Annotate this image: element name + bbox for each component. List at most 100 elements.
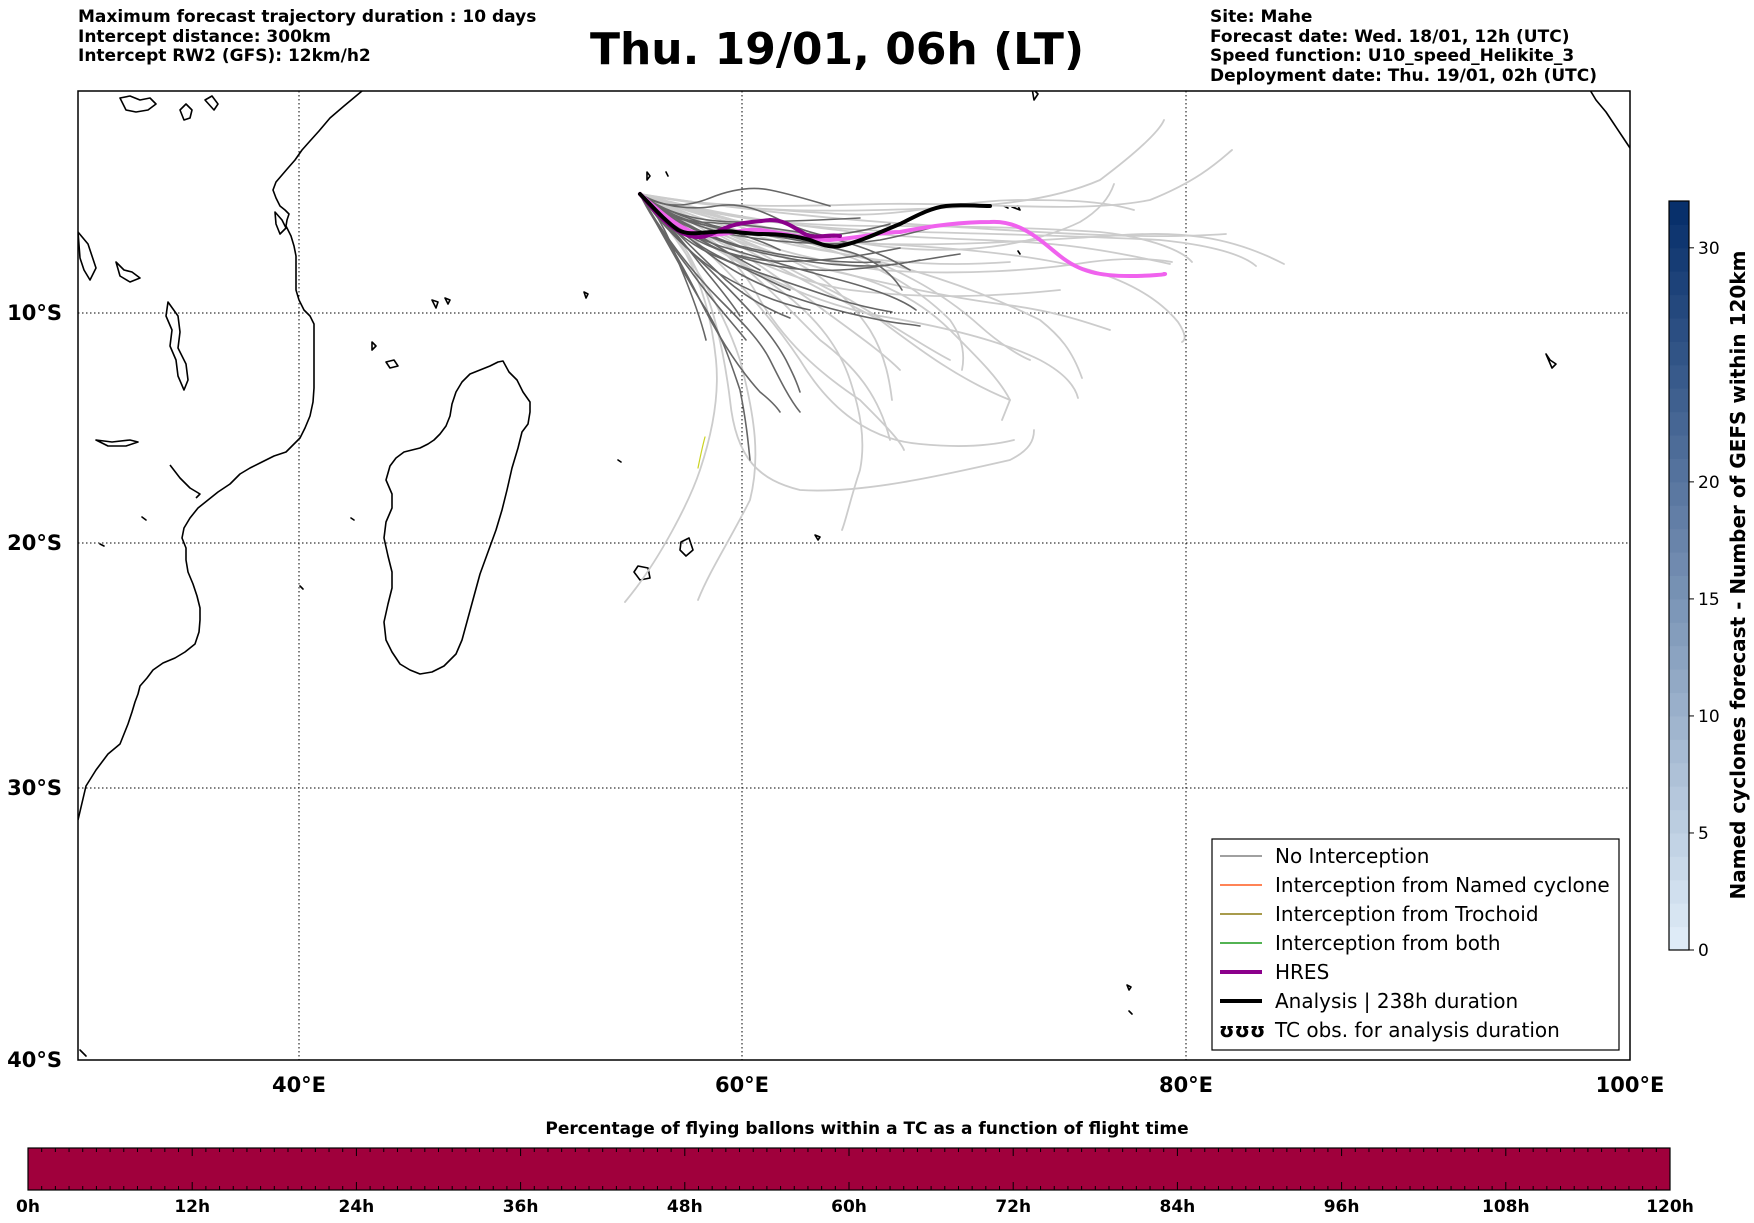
flight-time-tick-label: 12h <box>174 1197 210 1217</box>
cyclone-colorbar-step <box>1669 481 1689 506</box>
cyclone-colorbar-steps <box>1669 201 1689 951</box>
cyclone-colorbar-step <box>1669 856 1689 881</box>
africa-coastline <box>78 91 363 821</box>
ensemble-late-trajectories <box>624 119 1285 603</box>
intercept-rw2-text: Intercept RW2 (GFS): 12km/h2 <box>78 46 371 66</box>
cyclone-colorbar-step <box>1669 458 1689 483</box>
lon-label-80e: 80°E <box>1159 1073 1213 1097</box>
legend: No Interception Interception from Named … <box>1211 838 1620 1051</box>
cyclone-colorbar-step <box>1669 388 1689 413</box>
cyclone-colorbar-label: Named cyclones forecast - Number of GEFS… <box>1726 251 1750 900</box>
cyclone-colorbar-step <box>1669 598 1689 623</box>
cyclone-colorbar-tick-label: 15 <box>1698 590 1720 610</box>
cyclone-colorbar-step <box>1669 575 1689 600</box>
cyclone-colorbar-step <box>1669 739 1689 764</box>
cyclone-colorbar: 0 5 10 15 20 30 Named cyclones forecast - Num… <box>1668 200 1750 961</box>
cyclone-colorbar-ticks: 0 5 10 15 20 30 <box>1689 239 1720 961</box>
flight-time-tick-label: 0h <box>16 1197 40 1217</box>
flight-time-tick-label: 48h <box>667 1197 703 1217</box>
flight-time-tick-label: 108h <box>1482 1197 1530 1217</box>
lat-label-40s: 40°S <box>7 1048 62 1072</box>
interception-trochoid-trajectory <box>697 436 706 469</box>
flight-time-tick-label: 24h <box>339 1197 375 1217</box>
cyclone-colorbar-step <box>1669 552 1689 576</box>
cyclone-colorbar-step <box>1669 271 1689 296</box>
cyclone-colorbar-step <box>1669 879 1689 904</box>
cyclone-colorbar-step <box>1669 201 1689 225</box>
northwest-island <box>78 231 97 281</box>
cyclone-colorbar-step <box>1669 762 1689 787</box>
cyclone-colorbar-tick-label: 30 <box>1698 239 1720 259</box>
madagascar-coastline <box>383 360 531 675</box>
legend-label-both: Interception from both <box>1275 931 1501 955</box>
hres-late-trajectory <box>638 192 1168 278</box>
forecast-time-title: Thu. 19/01, 06h (LT) <box>589 24 1085 75</box>
flight-time-bar-title: Percentage of flying ballons within a TC… <box>545 1119 1188 1139</box>
cyclone-colorbar-step <box>1669 318 1689 342</box>
lat-label-20s: 20°S <box>7 531 62 555</box>
deployment-date-text: Deployment date: Thu. 19/01, 02h (UTC) <box>1210 65 1597 86</box>
map-frame <box>77 90 1631 1061</box>
lake-coastline <box>165 301 189 391</box>
cyclone-colorbar-step <box>1669 669 1689 694</box>
analysis-trajectory <box>638 192 992 249</box>
cyclone-colorbar-step <box>1669 341 1689 366</box>
legend-swatch-tc-obs-symbol: ʊʊʊ <box>1219 1018 1265 1042</box>
cyclone-colorbar-step <box>1669 622 1689 647</box>
shoreline-segment <box>169 464 201 499</box>
intercept-distance-text: Intercept distance: 300km <box>78 26 331 47</box>
cyclone-colorbar-step <box>1669 786 1689 811</box>
max-duration-text: Maximum forecast trajectory duration : 1… <box>78 7 537 27</box>
legend-label-named-cyclone: Interception from Named cyclone <box>1275 873 1610 897</box>
cyclone-colorbar-step <box>1669 364 1689 389</box>
lon-label-40e: 40°E <box>272 1073 326 1097</box>
south-lake <box>95 439 139 447</box>
cyclone-colorbar-tick-label: 0 <box>1698 941 1709 961</box>
cyclone-colorbar-step <box>1669 505 1689 530</box>
flight-time-bar: Percentage of flying ballons within a TC… <box>16 1119 1694 1217</box>
lon-label-100e: 100°E <box>1596 1073 1665 1097</box>
cyclone-colorbar-step <box>1669 715 1689 740</box>
run-info-right: Site: Mahe Forecast date: Wed. 18/01, 12… <box>1210 7 1597 86</box>
lat-label-10s: 10°S <box>7 301 62 325</box>
northeast-lake <box>274 211 287 235</box>
legend-label-no-interception: No Interception <box>1275 844 1429 868</box>
cyclone-colorbar-step <box>1669 528 1689 553</box>
flight-time-bar-ticks: 0h 12h 24h 36h 48h 60h 72h 84h 96h 108h 120h <box>16 1148 1694 1217</box>
flight-time-tick-label: 84h <box>1160 1197 1196 1217</box>
flight-time-tick-label: 120h <box>1646 1197 1694 1217</box>
cyclone-colorbar-step <box>1669 294 1689 319</box>
cyclone-colorbar-step <box>1669 411 1689 436</box>
legend-label-tc-obs: TC obs. for analysis duration <box>1274 1018 1560 1042</box>
cyclone-colorbar-step <box>1669 926 1689 951</box>
north-lake <box>115 261 141 283</box>
cyclone-colorbar-tick-label: 5 <box>1698 824 1709 844</box>
cyclone-colorbar-step <box>1669 903 1689 928</box>
flight-time-tick-label: 96h <box>1324 1197 1360 1217</box>
legend-label-hres: HRES <box>1275 960 1329 984</box>
legend-label-analysis: Analysis | 238h duration <box>1275 989 1518 1013</box>
cyclone-colorbar-step <box>1669 809 1689 834</box>
site-text: Site: Mahe <box>1210 7 1313 27</box>
lat-label-30s: 30°S <box>7 776 62 800</box>
forecast-date-text: Forecast date: Wed. 18/01, 12h (UTC) <box>1210 26 1570 47</box>
lon-label-60e: 60°E <box>715 1073 769 1097</box>
run-info-left: Maximum forecast trajectory duration : 1… <box>78 7 537 67</box>
cyclone-colorbar-step <box>1669 832 1689 857</box>
legend-box <box>1211 838 1620 1051</box>
flight-time-tick-label: 60h <box>831 1197 867 1217</box>
flight-time-tick-label: 36h <box>503 1197 539 1217</box>
cyclone-colorbar-step <box>1669 435 1689 459</box>
speed-function-text: Speed function: U10_speed_Helikite_3 <box>1210 46 1575 66</box>
cyclone-colorbar-step <box>1669 224 1689 249</box>
flight-time-tick-label: 72h <box>995 1197 1031 1217</box>
cyclone-colorbar-step <box>1669 247 1689 272</box>
legend-label-trochoid: Interception from Trochoid <box>1275 902 1539 926</box>
cyclone-colorbar-frame <box>1668 200 1690 951</box>
cyclone-colorbar-step <box>1669 645 1689 670</box>
trajectories <box>624 119 1285 603</box>
cyclone-colorbar-tick-label: 20 <box>1698 473 1720 493</box>
cyclone-colorbar-step <box>1669 692 1689 717</box>
cyclone-colorbar-tick-label: 10 <box>1698 707 1720 727</box>
